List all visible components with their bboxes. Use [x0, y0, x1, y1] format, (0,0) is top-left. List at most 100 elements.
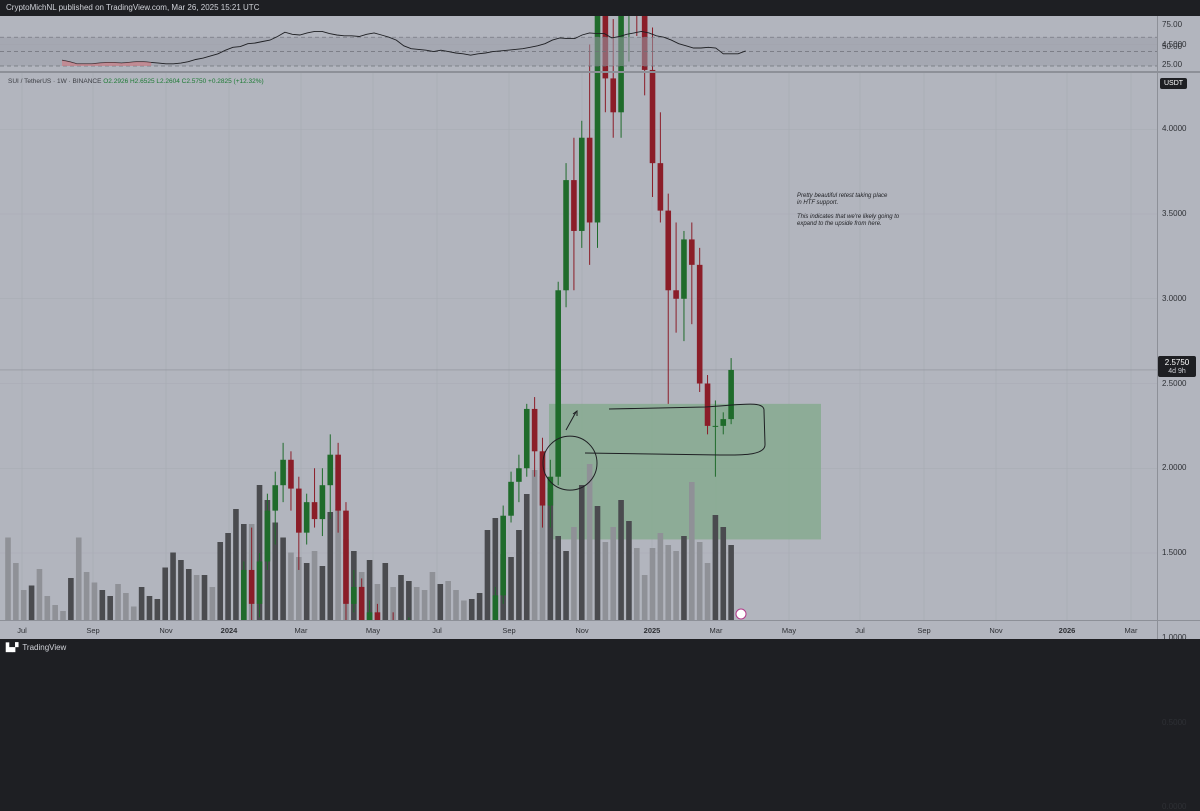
last-price-value: 2.5750 [1164, 358, 1190, 367]
volume-bar [146, 596, 153, 620]
volume-bar [445, 581, 451, 620]
price-tick-label: 2.0000 [1162, 463, 1187, 473]
candle-body [523, 408, 530, 469]
candle-body [288, 459, 294, 489]
time-tick-label: Jul [855, 626, 865, 635]
time-tick-label: May [365, 626, 381, 635]
candle-body [649, 69, 656, 164]
volume-bar [138, 587, 145, 620]
volume-bar [626, 521, 632, 620]
volume-bar [225, 533, 231, 620]
volume-bar [311, 551, 318, 620]
volume-bar [201, 575, 208, 620]
volume-bar [547, 488, 554, 620]
candle-body [696, 264, 703, 384]
volume-bar [492, 518, 499, 620]
candle-body [578, 137, 585, 231]
support-zone [549, 403, 821, 540]
price-tick-label: 0.0000 [1162, 802, 1187, 811]
candle-body [264, 510, 271, 562]
time-tick-label: 2025 [643, 626, 661, 635]
annotation-line-1: Pretty beautiful retest taking place in … [797, 193, 888, 206]
volume-bar [437, 584, 444, 620]
volume-bar [154, 599, 161, 620]
volume-bar [382, 563, 389, 620]
volume-bar [280, 537, 286, 620]
candle-body [256, 561, 263, 604]
price-axis-border [1157, 16, 1158, 639]
time-tick-label: May [781, 626, 797, 635]
volume-bar [406, 581, 412, 620]
volume-bar [256, 485, 263, 620]
volume-bar [657, 533, 664, 620]
candle-body [492, 595, 499, 620]
volume-bar [60, 611, 66, 620]
volume-bar [586, 464, 593, 620]
volume-bar [681, 536, 687, 620]
annotation-note[interactable]: Pretty beautiful retest taking place in … [797, 193, 957, 235]
volume-bar [366, 560, 373, 620]
price-tick-label: 2.5000 [1162, 378, 1187, 388]
candle-body [303, 502, 310, 533]
volume-bar [398, 575, 404, 620]
volume-bar [13, 563, 19, 620]
candle-body [516, 468, 522, 482]
volume-bar [413, 587, 420, 620]
volume-bar [217, 542, 224, 620]
rsi-oversold-fill [62, 60, 152, 66]
footer-bar: ▙▞ TradingView [0, 639, 1200, 657]
candle-body [311, 502, 318, 520]
volume-bar [594, 506, 601, 620]
candle-body [712, 425, 719, 427]
volume-bar [91, 582, 98, 620]
volume-bar [523, 494, 530, 620]
price-chart[interactable] [0, 16, 1157, 620]
volume-bar [115, 584, 121, 620]
time-tick-label: Jul [17, 626, 27, 635]
volume-bar [107, 596, 113, 620]
pane-divider[interactable] [0, 71, 1200, 73]
candle-body [343, 510, 349, 604]
volume-bar [539, 476, 546, 620]
tradingview-logo-icon[interactable]: ▙▞ [6, 643, 19, 652]
volume-bar [99, 590, 106, 620]
time-tick-label: Sep [502, 626, 516, 635]
price-tick-label: 1.0000 [1162, 632, 1187, 642]
symbol-title[interactable]: SUI / TetherUS · 1W · BINANCE [8, 78, 102, 85]
volume-bar [516, 530, 522, 620]
volume-bar [36, 569, 43, 620]
volume-bar [319, 566, 326, 620]
support-outline-drawing [584, 403, 766, 456]
volume-bar [696, 542, 703, 620]
candle-body [571, 180, 577, 231]
last-price-label: 2.5750 4d 9h [1158, 356, 1196, 377]
price-tick-label: 4.0000 [1162, 124, 1187, 134]
volume-bar [390, 587, 396, 620]
candle-body [241, 569, 247, 620]
volume-bar [335, 509, 341, 620]
time-tick-label: 2024 [220, 626, 238, 635]
volume-bar [44, 596, 51, 620]
volume-bar [461, 600, 467, 620]
ohlc-values: O2.2926 H2.6525 L2.2604 C2.5750 +0.2825 … [103, 78, 264, 85]
volume-bar [178, 560, 184, 620]
candle-body [728, 369, 734, 420]
price-tick-label: 1.5000 [1162, 548, 1187, 557]
price-tick-label: 4.5000 [1162, 39, 1187, 49]
volume-bar [130, 606, 137, 620]
symbol-legend[interactable]: SUI / TetherUS · 1W · BINANCE O2.2926 H2… [8, 78, 264, 85]
volume-bar [429, 572, 436, 620]
volume-bar [303, 563, 310, 620]
time-tick-label: Jul [432, 626, 442, 635]
volume-bar [571, 527, 577, 620]
candle-body [586, 137, 593, 223]
rsi-line [61, 30, 746, 65]
volume-bar [68, 578, 74, 620]
candle-body [272, 485, 279, 511]
footer-brand[interactable]: TradingView [22, 643, 67, 652]
volume-bar [712, 515, 719, 620]
currency-label[interactable]: USDT [1160, 78, 1188, 89]
volume-bar [484, 530, 491, 620]
volume-bar [665, 545, 672, 620]
retest-arrow-drawing [565, 410, 578, 431]
